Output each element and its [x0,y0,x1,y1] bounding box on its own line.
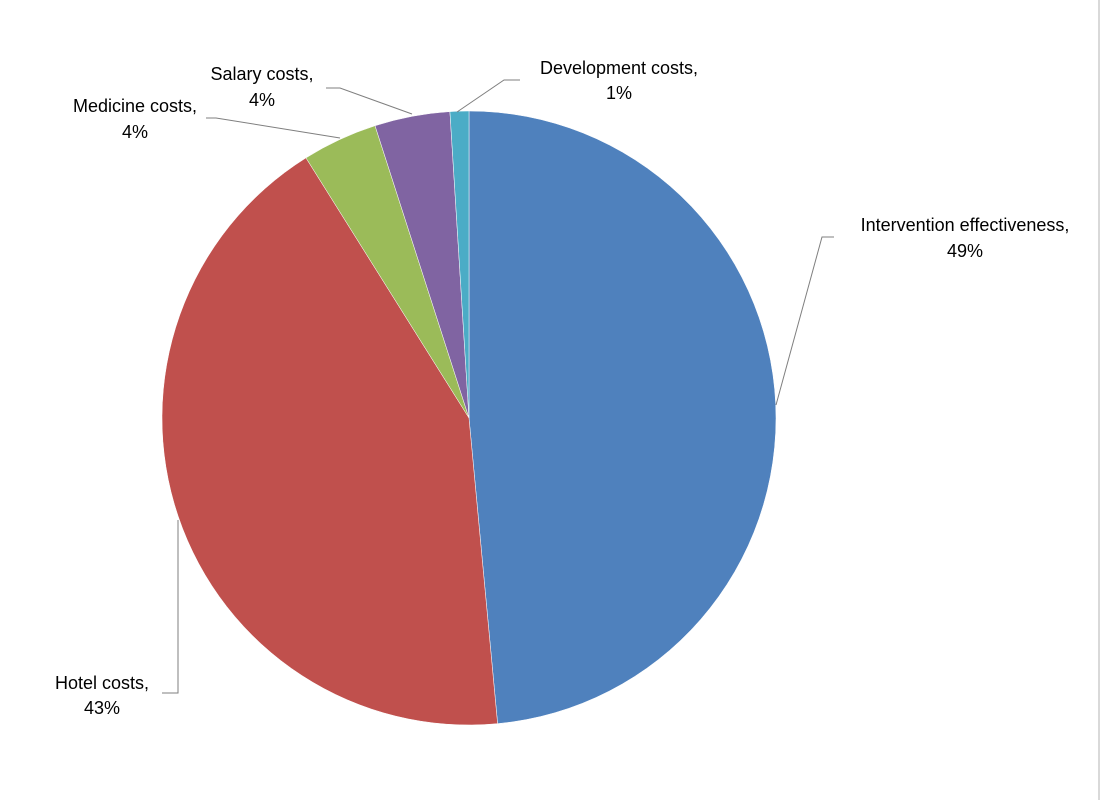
data-label-category-intervention-effectiveness: Intervention effectiveness, [861,215,1070,235]
leader-line-development-costs [456,79,520,113]
leader-line-salary-costs [326,87,413,115]
data-label-category-salary-costs: Salary costs, [210,64,313,84]
pie-slices [161,110,777,726]
leader-lines [162,79,834,694]
pie-slice-development-costs [449,110,470,419]
data-label-value-development-costs: 1% [606,83,632,103]
data-label-category-hotel-costs: Hotel costs, [55,673,149,693]
data-label-category-medicine-costs: Medicine costs, [73,96,197,116]
pie-slice-hotel-costs [161,157,498,726]
data-label-value-intervention-effectiveness: 49% [947,241,983,261]
data-label-value-medicine-costs: 4% [122,122,148,142]
data-label-value-salary-costs: 4% [249,90,275,110]
leader-line-intervention-effectiveness [775,236,834,406]
data-label-value-hotel-costs: 43% [84,698,120,718]
data-labels: Intervention effectiveness, 49% Hotel cost… [55,58,1069,718]
pie-slice-intervention-effectiveness [468,110,777,724]
leader-line-medicine-costs [206,117,341,139]
chart-border [1098,0,1100,800]
data-label-category-development-costs: Development costs, [540,58,698,78]
leader-line-hotel-costs [162,520,179,694]
